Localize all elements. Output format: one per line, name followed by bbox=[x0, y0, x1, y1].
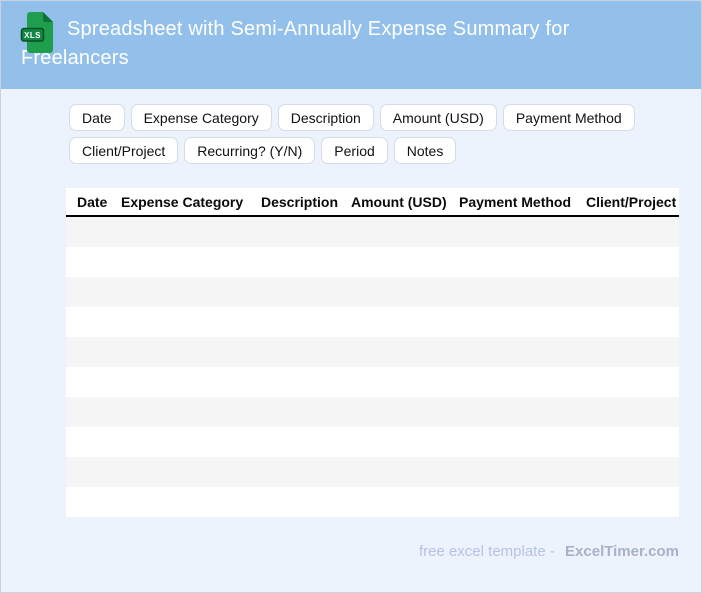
table-row bbox=[66, 307, 679, 337]
column-header-amount-usd: Amount (USD) bbox=[351, 193, 447, 210]
header: XLS Spreadsheet with Semi-Annually Expen… bbox=[1, 1, 701, 89]
table-row bbox=[66, 427, 679, 457]
chip-description[interactable]: Description bbox=[277, 104, 374, 131]
footer: free excel template - ExcelTimer.com bbox=[1, 543, 679, 560]
xls-file-icon: XLS bbox=[20, 12, 53, 53]
column-header-description: Description bbox=[261, 193, 339, 210]
table-header-row: Date Expense Category Description Amount… bbox=[66, 188, 679, 217]
preview-table: Date Expense Category Description Amount… bbox=[66, 188, 679, 517]
column-header-client-project: Client/Project bbox=[586, 193, 677, 210]
chip-amount-usd[interactable]: Amount (USD) bbox=[379, 104, 497, 131]
table-row bbox=[66, 337, 679, 367]
table-row bbox=[66, 397, 679, 427]
chip-payment-method[interactable]: Payment Method bbox=[502, 104, 635, 131]
table-body bbox=[66, 217, 679, 517]
column-header-payment-method: Payment Method bbox=[459, 193, 572, 210]
chips-toolbar: Date Expense Category Description Amount… bbox=[69, 104, 649, 164]
table-row bbox=[66, 367, 679, 397]
page-title: Spreadsheet with Semi-Annually Expense S… bbox=[21, 18, 570, 69]
chip-client-project[interactable]: Client/Project bbox=[69, 137, 179, 164]
chip-expense-category[interactable]: Expense Category bbox=[130, 104, 272, 131]
table-row bbox=[66, 217, 679, 247]
table-row bbox=[66, 487, 679, 517]
table-row bbox=[66, 277, 679, 307]
column-header-date: Date bbox=[77, 193, 108, 210]
chip-recurring[interactable]: Recurring? (Y/N) bbox=[184, 137, 316, 164]
column-header-expense-category: Expense Category bbox=[121, 193, 244, 210]
chip-notes[interactable]: Notes bbox=[393, 137, 457, 164]
footer-text: free excel template - bbox=[418, 543, 555, 560]
xls-badge-label: XLS bbox=[24, 31, 41, 40]
chip-date[interactable]: Date bbox=[69, 104, 125, 131]
footer-brand-link[interactable]: ExcelTimer.com bbox=[565, 543, 679, 560]
table-row bbox=[66, 457, 679, 487]
chip-period[interactable]: Period bbox=[321, 137, 388, 164]
table-row bbox=[66, 247, 679, 277]
